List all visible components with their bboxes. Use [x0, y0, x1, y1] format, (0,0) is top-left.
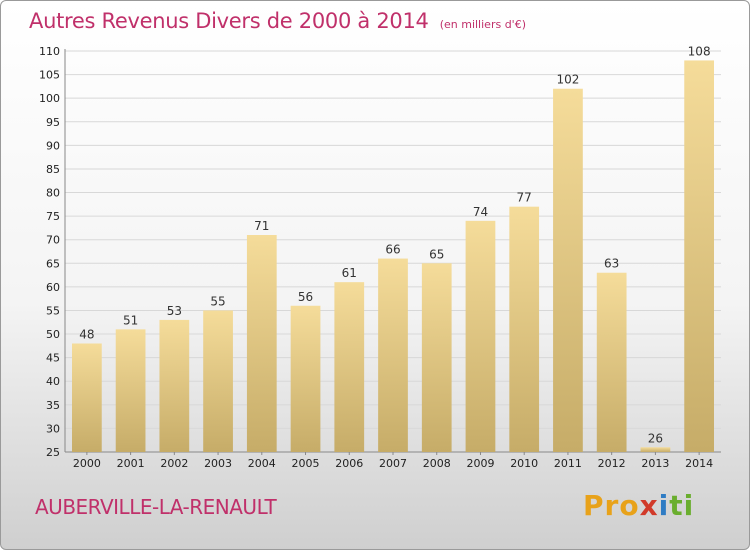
x-axis: 2000 2001 2002 2003 2004 2005 2006 2007 2008 2009…: [73, 452, 713, 470]
bar: [640, 447, 671, 452]
bar-value-label: 108: [688, 44, 711, 58]
y-tick-label: 45: [46, 352, 60, 365]
bar-value-label: 53: [167, 304, 182, 318]
y-tick-label: 35: [46, 399, 60, 412]
x-tick-label: 2011: [554, 457, 582, 470]
x-tick-label: 2003: [204, 457, 232, 470]
y-tick-label: 70: [46, 234, 60, 247]
bar: [509, 206, 540, 452]
bar-value-label: 51: [123, 313, 138, 327]
y-tick-label: 80: [46, 187, 60, 200]
y-tick-label: 95: [46, 116, 60, 129]
bar-value-label: 48: [79, 327, 94, 341]
bar: [465, 220, 496, 452]
y-tick-label: 30: [46, 422, 60, 435]
bar-value-label: 74: [473, 205, 488, 219]
x-tick-label: 2012: [598, 457, 626, 470]
chart-title: Autres Revenus Divers de 2000 à 2014 (en…: [29, 9, 526, 33]
x-tick-label: 2013: [641, 457, 669, 470]
y-tick-label: 100: [39, 92, 60, 105]
bar: [246, 234, 277, 452]
x-tick-label: 2008: [423, 457, 451, 470]
bar-value-label: 77: [517, 191, 532, 205]
logo-part-4: ti: [669, 489, 695, 522]
y-tick-label: 65: [46, 257, 60, 270]
bar: [71, 343, 102, 452]
y-tick-label: 105: [39, 69, 60, 82]
bar-value-label: 65: [429, 247, 444, 261]
y-tick-label: 85: [46, 163, 60, 176]
y-tick-label: 40: [46, 375, 60, 388]
x-tick-label: 2014: [685, 457, 713, 470]
logo-part-2: x: [639, 489, 659, 522]
bar-value-label: 102: [556, 73, 579, 87]
bar: [553, 88, 583, 452]
x-tick-label: 2005: [292, 457, 320, 470]
logo-part-3: i: [658, 489, 670, 522]
bars: 48 51 53 55 71 56 61 66 65 74 77 102 63 26 108: [71, 44, 715, 452]
title-unit: (en milliers d'€): [439, 18, 526, 31]
x-tick-label: 2001: [117, 457, 145, 470]
y-tick-label: 110: [39, 45, 60, 58]
bar-value-label: 61: [342, 266, 357, 280]
bar: [334, 282, 365, 452]
bar: [684, 60, 715, 452]
bar-value-label: 26: [648, 431, 663, 445]
bar-value-label: 63: [604, 257, 619, 271]
bar-value-label: 56: [298, 290, 313, 304]
bar: [378, 258, 408, 452]
y-tick-label: 55: [46, 304, 60, 317]
bar-value-label: 55: [210, 294, 225, 308]
x-tick-label: 2009: [466, 457, 494, 470]
y-axis: 25 30 35 40 45 50 55 60 65 70 75 80 85 90 95 100 105 110: [39, 45, 721, 459]
x-tick-label: 2000: [73, 457, 101, 470]
x-tick-label: 2010: [510, 457, 538, 470]
x-tick-label: 2004: [248, 457, 276, 470]
logo-part-1: Pro: [583, 489, 640, 522]
y-tick-label: 25: [46, 446, 60, 459]
bar: [290, 305, 321, 452]
city-name: AUBERVILLE-LA-RENAULT: [35, 495, 277, 519]
y-tick-label: 60: [46, 281, 60, 294]
bar: [596, 272, 627, 452]
bar: [159, 319, 190, 452]
bar-value-label: 71: [254, 219, 269, 233]
bar: [115, 329, 146, 452]
proxiti-logo: Proxiti: [583, 489, 694, 522]
x-tick-label: 2007: [379, 457, 407, 470]
bar: [421, 263, 452, 452]
bar-value-label: 66: [385, 243, 400, 257]
y-tick-label: 90: [46, 139, 60, 152]
y-tick-label: 50: [46, 328, 60, 341]
x-tick-label: 2006: [335, 457, 363, 470]
bar: [203, 310, 233, 452]
x-tick-label: 2002: [160, 457, 188, 470]
title-text: Autres Revenus Divers de 2000 à 2014: [29, 9, 429, 33]
y-tick-label: 75: [46, 210, 60, 223]
